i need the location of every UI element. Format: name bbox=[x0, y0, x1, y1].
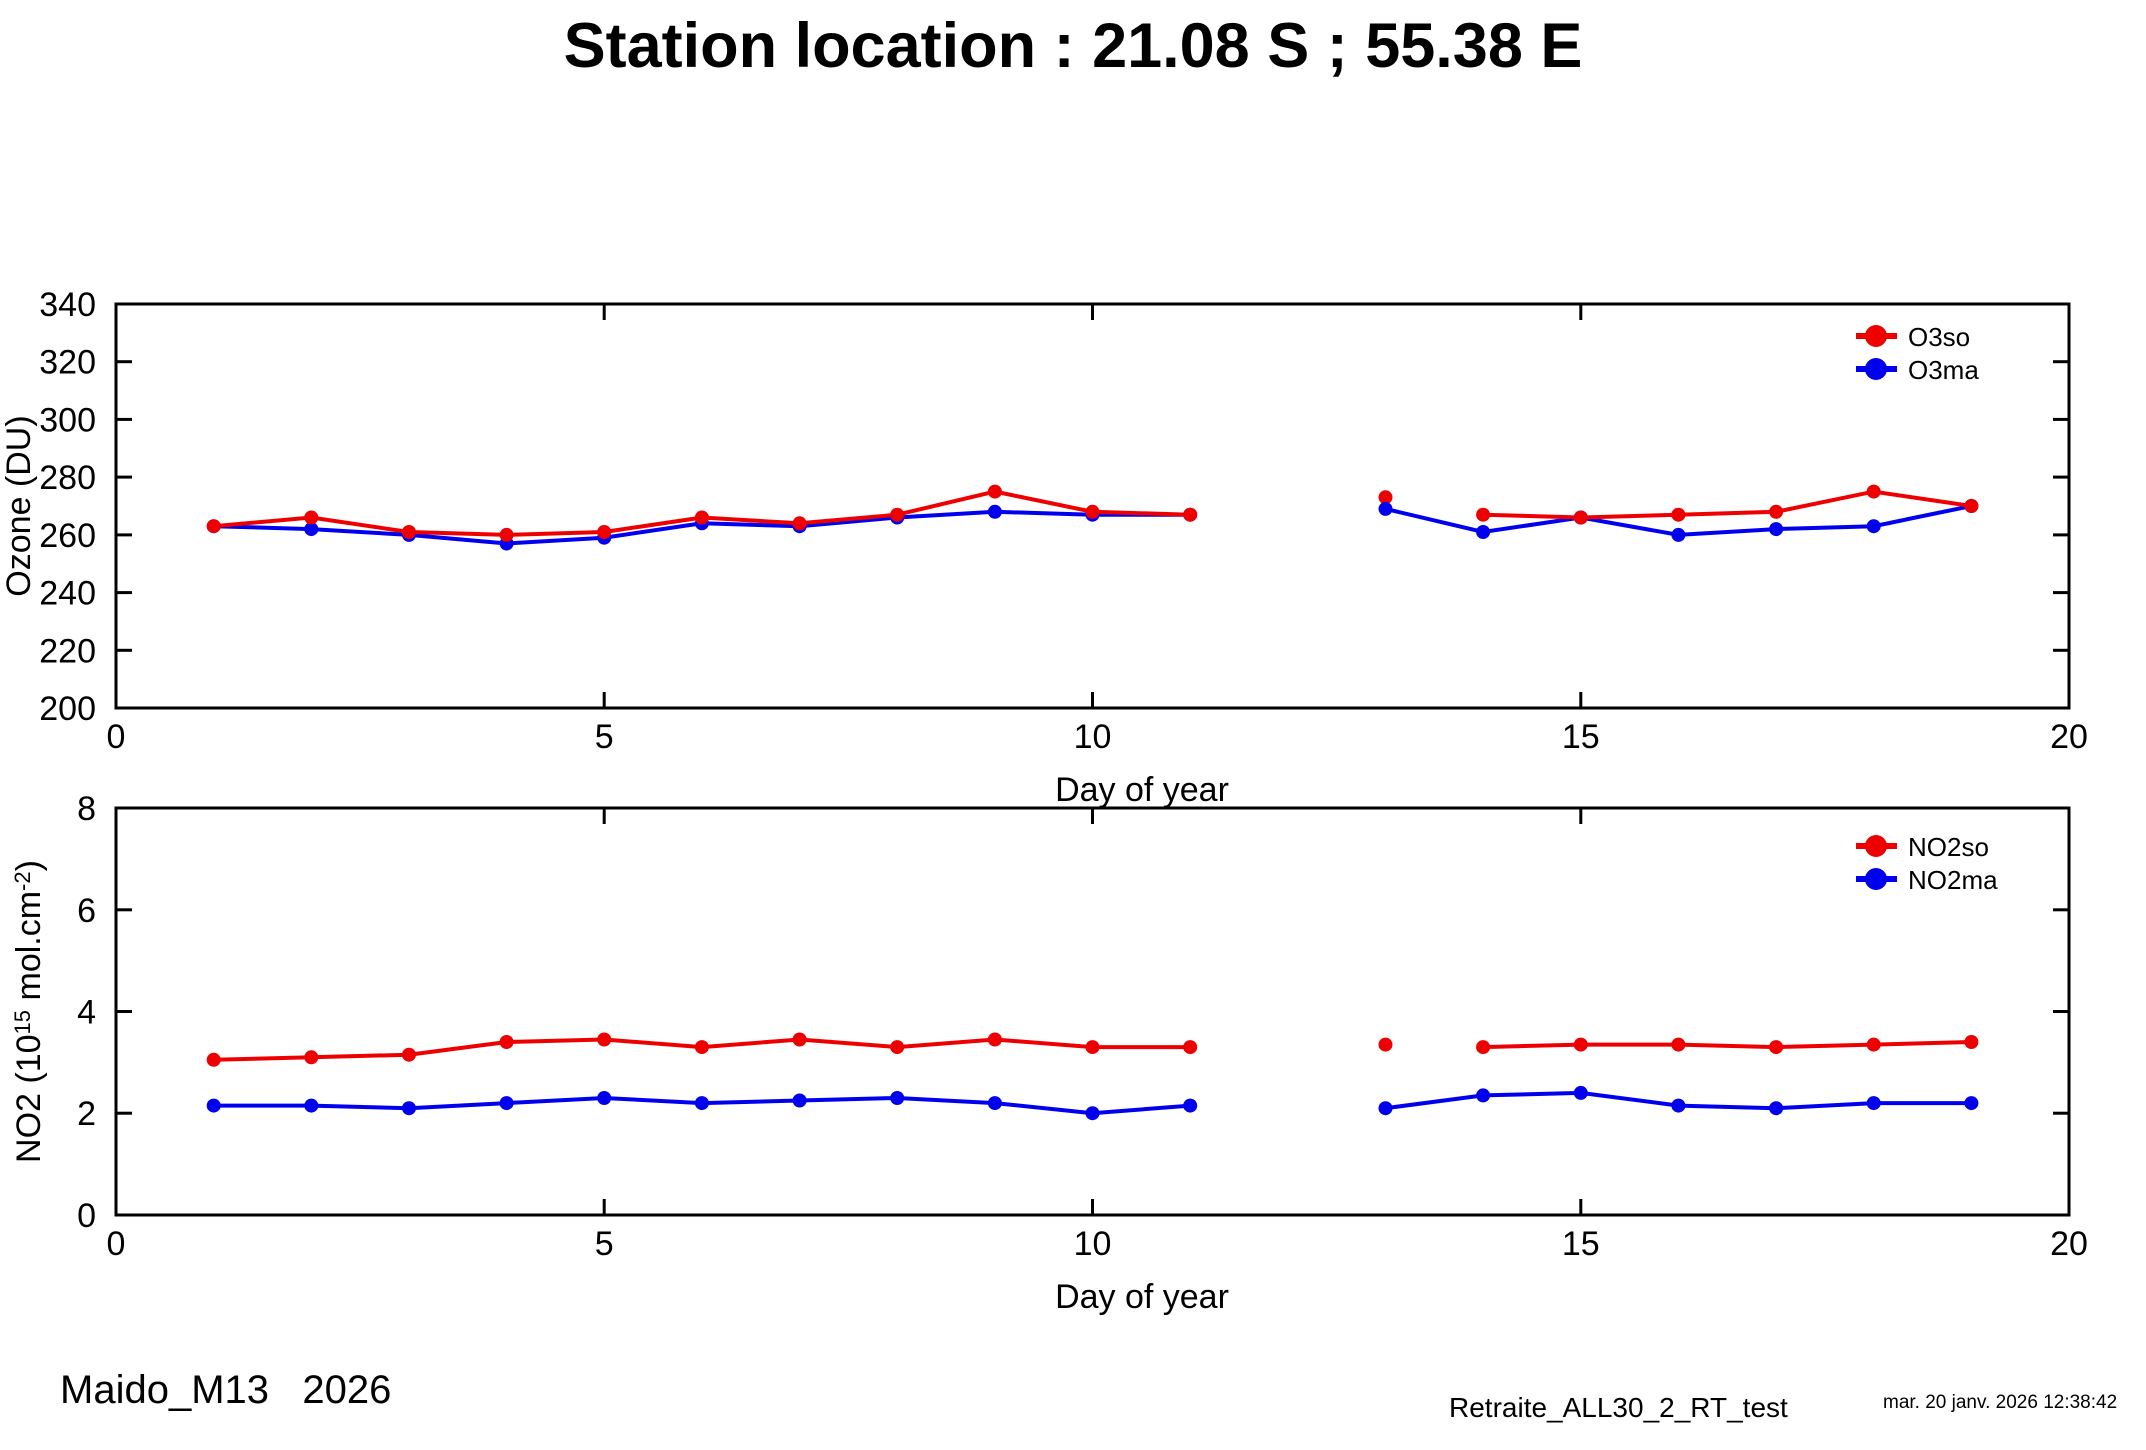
svg-text:340: 340 bbox=[39, 286, 96, 324]
svg-text:0: 0 bbox=[107, 718, 126, 756]
svg-text:20: 20 bbox=[2050, 718, 2088, 756]
svg-text:5: 5 bbox=[595, 718, 614, 756]
svg-text:20: 20 bbox=[2050, 1225, 2088, 1263]
svg-text:0: 0 bbox=[107, 1225, 126, 1263]
svg-text:200: 200 bbox=[39, 690, 96, 728]
svg-text:6: 6 bbox=[77, 892, 96, 930]
svg-text:Ozone (DU): Ozone (DU) bbox=[0, 415, 38, 596]
svg-text:320: 320 bbox=[39, 344, 96, 382]
svg-text:15: 15 bbox=[1562, 718, 1600, 756]
svg-text:280: 280 bbox=[39, 459, 96, 497]
svg-text:260: 260 bbox=[39, 517, 96, 555]
svg-text:Day of year: Day of year bbox=[1055, 1278, 1229, 1316]
svg-text:O3ma: O3ma bbox=[1908, 355, 1979, 385]
svg-text:O3so: O3so bbox=[1908, 322, 1970, 352]
svg-text:10: 10 bbox=[1074, 1225, 1112, 1263]
svg-text:NO2 (1015 mol.cm-2): NO2 (1015 mol.cm-2) bbox=[10, 860, 48, 1163]
svg-text:10: 10 bbox=[1074, 718, 1112, 756]
svg-text:0: 0 bbox=[77, 1197, 96, 1235]
svg-text:2: 2 bbox=[77, 1095, 96, 1133]
svg-text:240: 240 bbox=[39, 575, 96, 613]
svg-text:300: 300 bbox=[39, 401, 96, 439]
svg-text:15: 15 bbox=[1562, 1225, 1600, 1263]
svg-text:NO2ma: NO2ma bbox=[1908, 865, 1998, 895]
svg-text:NO2so: NO2so bbox=[1908, 832, 1989, 862]
svg-text:220: 220 bbox=[39, 632, 96, 670]
svg-text:4: 4 bbox=[77, 994, 96, 1032]
svg-text:8: 8 bbox=[77, 790, 96, 828]
svg-text:5: 5 bbox=[595, 1225, 614, 1263]
